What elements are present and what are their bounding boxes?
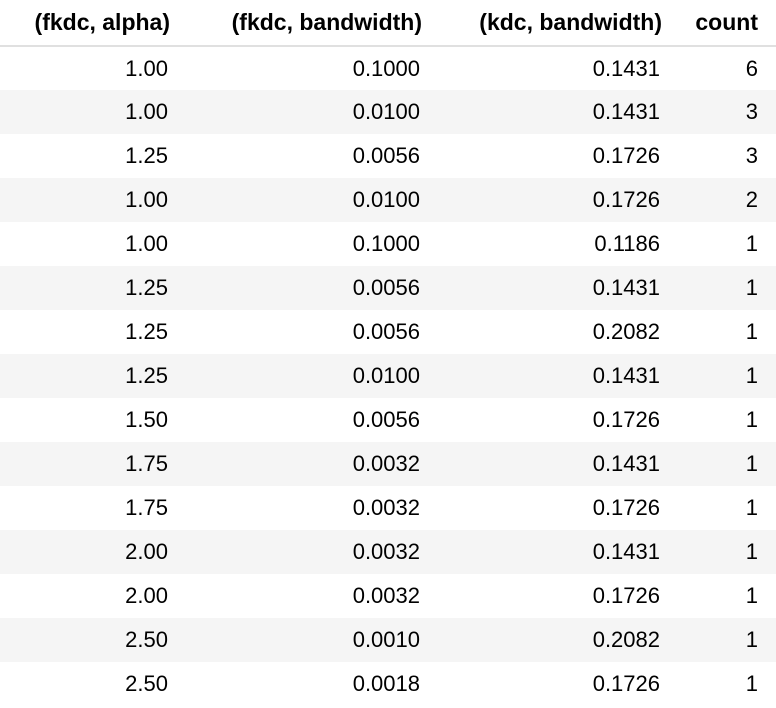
cell-fkdc-bandwidth: 0.0056 xyxy=(180,134,430,178)
cell-fkdc-alpha: 1.25 xyxy=(0,134,180,178)
cell-fkdc-bandwidth: 0.0032 xyxy=(180,442,430,486)
cell-fkdc-bandwidth: 0.1000 xyxy=(180,46,430,90)
table-row: 1.00 0.1000 0.1186 1 xyxy=(0,222,776,266)
cell-count: 3 xyxy=(670,134,776,178)
cell-kdc-bandwidth: 0.2082 xyxy=(430,310,670,354)
cell-fkdc-alpha: 1.00 xyxy=(0,222,180,266)
cell-kdc-bandwidth: 0.1726 xyxy=(430,574,670,618)
cell-kdc-bandwidth: 0.1726 xyxy=(430,662,670,706)
cell-fkdc-bandwidth: 0.0100 xyxy=(180,178,430,222)
cell-fkdc-alpha: 1.00 xyxy=(0,46,180,90)
table-header: (fkdc, alpha) (fkdc, bandwidth) (kdc, ba… xyxy=(0,0,776,47)
cell-count: 1 xyxy=(670,398,776,442)
cell-kdc-bandwidth: 0.1431 xyxy=(430,90,670,134)
table-row: 2.00 0.0032 0.1726 1 xyxy=(0,574,776,618)
cell-kdc-bandwidth: 0.1726 xyxy=(430,398,670,442)
table-row: 1.75 0.0032 0.1726 1 xyxy=(0,486,776,530)
column-header-fkdc-alpha: (fkdc, alpha) xyxy=(0,0,180,47)
cell-fkdc-bandwidth: 0.0032 xyxy=(180,530,430,574)
cell-kdc-bandwidth: 0.1431 xyxy=(430,530,670,574)
cell-kdc-bandwidth: 0.1431 xyxy=(430,354,670,398)
cell-fkdc-alpha: 1.75 xyxy=(0,486,180,530)
cell-count: 2 xyxy=(670,178,776,222)
cell-kdc-bandwidth: 0.1726 xyxy=(430,134,670,178)
cell-count: 3 xyxy=(670,90,776,134)
cell-fkdc-bandwidth: 0.0100 xyxy=(180,90,430,134)
cell-fkdc-alpha: 1.25 xyxy=(0,354,180,398)
header-row: (fkdc, alpha) (fkdc, bandwidth) (kdc, ba… xyxy=(0,0,776,47)
cell-kdc-bandwidth: 0.1431 xyxy=(430,266,670,310)
cell-fkdc-bandwidth: 0.0100 xyxy=(180,354,430,398)
column-header-count: count xyxy=(670,0,776,47)
cell-kdc-bandwidth: 0.1431 xyxy=(430,442,670,486)
cell-count: 1 xyxy=(670,266,776,310)
table-row: 1.00 0.0100 0.1726 2 xyxy=(0,178,776,222)
cell-fkdc-bandwidth: 0.0032 xyxy=(180,574,430,618)
table-row: 1.00 0.0100 0.1431 3 xyxy=(0,90,776,134)
cell-fkdc-bandwidth: 0.0010 xyxy=(180,618,430,662)
table-row: 2.50 0.0018 0.1726 1 xyxy=(0,662,776,706)
cell-kdc-bandwidth: 0.1726 xyxy=(430,486,670,530)
cell-count: 1 xyxy=(670,574,776,618)
cell-count: 1 xyxy=(670,354,776,398)
cell-fkdc-alpha: 2.50 xyxy=(0,618,180,662)
table-row: 1.50 0.0056 0.1726 1 xyxy=(0,398,776,442)
cell-count: 6 xyxy=(670,46,776,90)
table-row: 1.25 0.0056 0.1431 1 xyxy=(0,266,776,310)
cell-fkdc-bandwidth: 0.0032 xyxy=(180,486,430,530)
cell-fkdc-bandwidth: 0.0056 xyxy=(180,266,430,310)
cell-kdc-bandwidth: 0.1726 xyxy=(430,178,670,222)
column-header-fkdc-bandwidth: (fkdc, bandwidth) xyxy=(180,0,430,47)
cell-kdc-bandwidth: 0.1186 xyxy=(430,222,670,266)
cell-fkdc-bandwidth: 0.0018 xyxy=(180,662,430,706)
table-row: 1.25 0.0056 0.2082 1 xyxy=(0,310,776,354)
cell-fkdc-alpha: 1.00 xyxy=(0,90,180,134)
cell-count: 1 xyxy=(670,662,776,706)
cell-count: 1 xyxy=(670,618,776,662)
cell-fkdc-bandwidth: 0.0056 xyxy=(180,398,430,442)
table-row: 1.25 0.0056 0.1726 3 xyxy=(0,134,776,178)
table-row: 1.00 0.1000 0.1431 6 xyxy=(0,46,776,90)
cell-fkdc-alpha: 2.00 xyxy=(0,530,180,574)
cell-fkdc-alpha: 1.00 xyxy=(0,178,180,222)
cell-fkdc-alpha: 1.75 xyxy=(0,442,180,486)
table-row: 2.00 0.0032 0.1431 1 xyxy=(0,530,776,574)
cell-fkdc-alpha: 1.25 xyxy=(0,310,180,354)
cell-fkdc-bandwidth: 0.0056 xyxy=(180,310,430,354)
cell-count: 1 xyxy=(670,222,776,266)
cell-fkdc-alpha: 1.50 xyxy=(0,398,180,442)
table-body: 1.00 0.1000 0.1431 6 1.00 0.0100 0.1431 3 1.25 0.… xyxy=(0,46,776,706)
cell-fkdc-alpha: 1.25 xyxy=(0,266,180,310)
cell-kdc-bandwidth: 0.2082 xyxy=(430,618,670,662)
table-row: 1.25 0.0100 0.1431 1 xyxy=(0,354,776,398)
cell-kdc-bandwidth: 0.1431 xyxy=(430,46,670,90)
cell-fkdc-alpha: 2.50 xyxy=(0,662,180,706)
cell-fkdc-alpha: 2.00 xyxy=(0,574,180,618)
column-header-kdc-bandwidth: (kdc, bandwidth) xyxy=(430,0,670,47)
cell-count: 1 xyxy=(670,442,776,486)
cell-count: 1 xyxy=(670,310,776,354)
cell-count: 1 xyxy=(670,530,776,574)
table-row: 2.50 0.0010 0.2082 1 xyxy=(0,618,776,662)
table-row: 1.75 0.0032 0.1431 1 xyxy=(0,442,776,486)
cell-count: 1 xyxy=(670,486,776,530)
cell-fkdc-bandwidth: 0.1000 xyxy=(180,222,430,266)
